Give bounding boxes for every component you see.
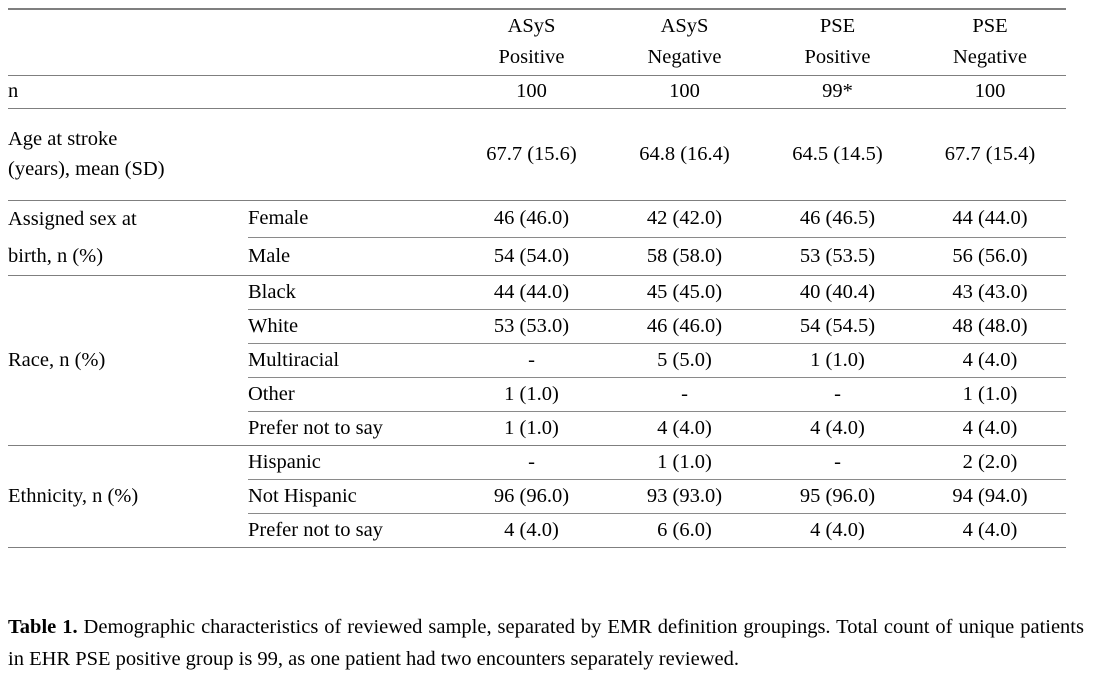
table-caption-label: Table 1. — [8, 615, 78, 638]
data-cell: 48 (48.0) — [914, 308, 1066, 343]
demographics-table: ASyS Positive ASyS Negative PSE Positive… — [8, 8, 1066, 548]
data-cell: - — [528, 450, 535, 473]
data-cell: 44 (44.0) — [952, 207, 1028, 230]
header-corner — [8, 9, 455, 76]
row-label-n: n — [8, 75, 455, 109]
sub-row-label-ethnicity-prefer-not-to-say: Prefer not to say — [248, 512, 455, 548]
data-cell: - — [761, 376, 914, 411]
data-cell: 44 (44.0) — [493, 280, 570, 303]
data-cell: 42 (42.0) — [646, 207, 723, 230]
data-cell: 56 (56.0) — [914, 237, 1066, 276]
data-cell: 46 (46.5) — [799, 207, 876, 230]
data-cell: 1 (1.0) — [455, 376, 608, 411]
data-cell: - — [608, 376, 761, 411]
group-label-ethnicity: Ethnicity, n (%) — [8, 445, 248, 548]
data-cell: 53 (53.5) — [761, 237, 914, 276]
data-cell: 1 (1.0) — [657, 450, 712, 473]
data-cell: 100 — [455, 75, 608, 109]
data-cell: 67.7 (15.6) — [455, 108, 608, 201]
row-label-age-at-stroke: Age at stroke (years), mean (SD) — [8, 108, 455, 201]
data-cell: 64.8 (16.4) — [608, 108, 761, 201]
data-cell: 100 — [914, 75, 1066, 109]
data-cell: 40 (40.4) — [799, 280, 876, 303]
data-cell: 4 (4.0) — [761, 410, 914, 446]
data-cell: 99* — [761, 75, 914, 109]
group-label-race: Race, n (%) — [8, 275, 248, 446]
sub-row-label-other: Other — [248, 376, 455, 411]
data-cell: 6 (6.0) — [608, 512, 761, 548]
data-cell: 95 (96.0) — [761, 478, 914, 513]
data-cell: 54 (54.5) — [761, 308, 914, 343]
data-cell: 93 (93.0) — [608, 478, 761, 513]
data-cell: 5 (5.0) — [608, 342, 761, 377]
data-cell: 53 (53.0) — [455, 308, 608, 343]
sub-row-label-not-hispanic: Not Hispanic — [248, 478, 455, 513]
data-cell: 94 (94.0) — [914, 478, 1066, 513]
data-cell: 45 (45.0) — [646, 280, 723, 303]
data-cell: - — [455, 342, 608, 377]
sub-row-label-hispanic: Hispanic — [248, 450, 321, 473]
column-header-pse-positive: PSE Positive — [761, 9, 914, 76]
data-cell: 64.5 (14.5) — [761, 108, 914, 201]
sub-row-label-multiracial: Multiracial — [248, 342, 455, 377]
data-cell: 4 (4.0) — [914, 342, 1066, 377]
sub-row-label-race-prefer-not-to-say: Prefer not to say — [248, 410, 455, 446]
group-label-assigned-sex: Assigned sex at birth, n (%) — [8, 200, 248, 276]
data-cell: 54 (54.0) — [455, 237, 608, 276]
data-cell: 58 (58.0) — [608, 237, 761, 276]
data-cell: 4 (4.0) — [761, 512, 914, 548]
data-cell: 100 — [608, 75, 761, 109]
data-cell: 4 (4.0) — [455, 512, 608, 548]
sub-row-label-white: White — [248, 308, 455, 343]
sub-row-label-female: Female — [248, 207, 309, 230]
data-cell: - — [834, 450, 841, 473]
data-cell: 1 (1.0) — [455, 410, 608, 446]
data-cell: 4 (4.0) — [914, 410, 1066, 446]
data-cell: 43 (43.0) — [952, 280, 1028, 303]
data-cell: 4 (4.0) — [914, 512, 1066, 548]
table-caption-text: Demographic characteristics of reviewed … — [8, 615, 1084, 671]
column-header-pse-negative: PSE Negative — [914, 9, 1066, 76]
column-header-asys-positive: ASyS Positive — [455, 9, 608, 76]
data-cell: 67.7 (15.4) — [914, 108, 1066, 201]
data-cell: 46 (46.0) — [493, 207, 570, 230]
data-cell: 2 (2.0) — [962, 450, 1018, 473]
data-cell: 4 (4.0) — [608, 410, 761, 446]
sub-row-label-black: Black — [248, 280, 296, 303]
column-header-asys-negative: ASyS Negative — [608, 9, 761, 76]
table-caption: Table 1. Demographic characteristics of … — [8, 611, 1084, 676]
data-cell: 46 (46.0) — [608, 308, 761, 343]
data-cell: 1 (1.0) — [761, 342, 914, 377]
data-cell: 1 (1.0) — [914, 376, 1066, 411]
sub-row-label-male: Male — [248, 237, 455, 276]
data-cell: 96 (96.0) — [455, 478, 608, 513]
